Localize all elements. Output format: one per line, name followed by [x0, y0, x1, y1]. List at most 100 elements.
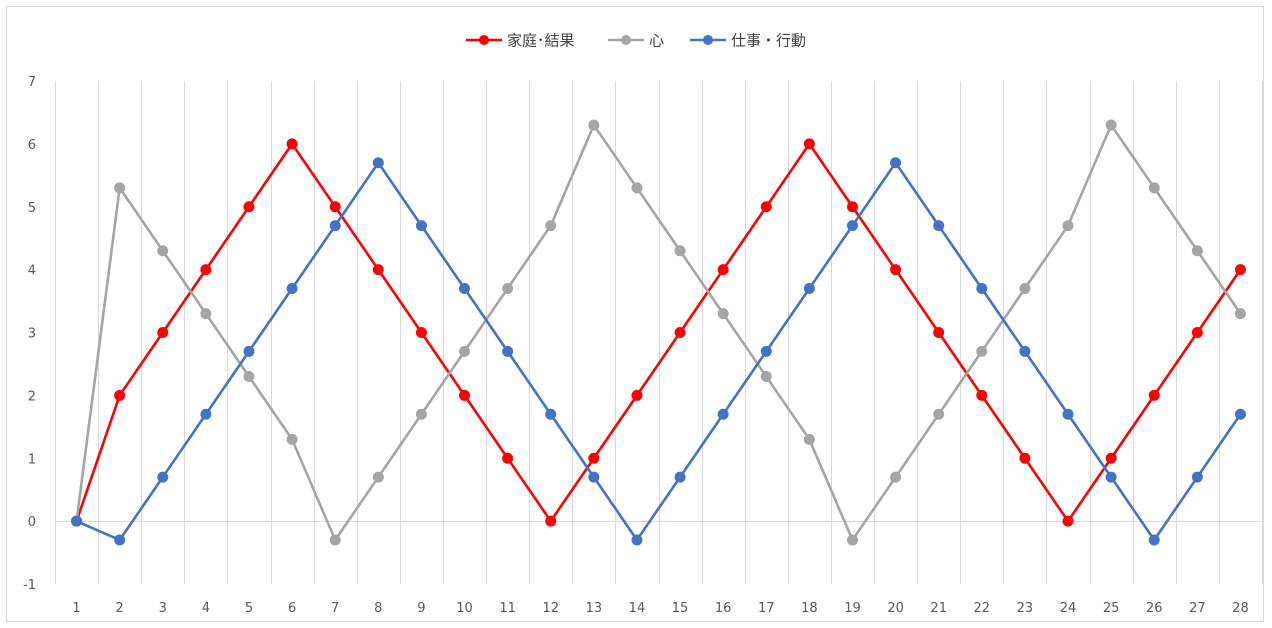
data-point-series-2 — [933, 408, 945, 420]
data-point-series-1 — [1019, 452, 1031, 464]
x-tick-label: 21 — [930, 601, 947, 616]
data-point-series-1 — [200, 264, 212, 276]
data-point-series-2 — [890, 471, 902, 483]
legend-marker-2 — [621, 35, 631, 45]
data-point-series-2 — [1105, 119, 1117, 131]
data-point-series-1 — [717, 264, 729, 276]
data-point-series-1 — [588, 452, 600, 464]
data-point-series-1 — [890, 264, 902, 276]
data-point-series-1 — [415, 327, 427, 338]
data-point-series-3 — [71, 515, 83, 527]
data-point-series-3 — [803, 282, 815, 294]
data-point-series-2 — [157, 245, 169, 257]
data-point-series-3 — [545, 408, 557, 420]
data-point-series-3 — [674, 471, 686, 483]
data-point-series-3 — [200, 408, 212, 420]
chart-frame — [6, 6, 1264, 622]
data-point-series-3 — [157, 471, 169, 483]
x-tick-label: 18 — [801, 601, 818, 616]
data-point-series-3 — [243, 345, 255, 357]
x-tick-label: 9 — [417, 601, 425, 616]
x-tick-label: 28 — [1232, 601, 1249, 616]
x-tick-label: 12 — [542, 601, 559, 616]
x-tick-label: 15 — [672, 601, 689, 616]
x-tick-label: 8 — [374, 601, 382, 616]
data-point-series-3 — [1234, 408, 1246, 420]
x-tick-label: 10 — [456, 601, 473, 616]
data-point-series-3 — [286, 282, 298, 294]
data-point-series-2 — [717, 308, 729, 320]
x-tick-label: 23 — [1017, 601, 1034, 616]
data-point-series-1 — [976, 389, 988, 401]
legend-label-3: 仕事・行動 — [731, 32, 806, 50]
data-point-series-1 — [933, 327, 945, 338]
data-point-series-1 — [1148, 389, 1160, 401]
data-point-series-3 — [502, 345, 514, 357]
data-point-series-1 — [243, 201, 255, 213]
data-point-series-2 — [286, 433, 298, 445]
x-tick-label: 13 — [586, 601, 603, 616]
data-point-series-3 — [1019, 345, 1031, 357]
legend-marker-1 — [479, 35, 489, 45]
x-tick-label: 17 — [758, 601, 775, 616]
data-point-series-2 — [631, 182, 643, 194]
data-point-series-3 — [846, 220, 858, 232]
data-point-series-3 — [717, 408, 729, 420]
data-point-series-3 — [588, 471, 600, 483]
data-point-series-3 — [114, 534, 126, 546]
data-point-series-1 — [157, 327, 169, 338]
data-point-series-1 — [545, 515, 557, 527]
data-point-series-1 — [1191, 327, 1203, 338]
data-point-series-2 — [329, 534, 341, 546]
data-point-series-1 — [114, 389, 126, 401]
x-tick-label: 20 — [887, 601, 904, 616]
data-point-series-2 — [114, 182, 126, 194]
data-point-series-3 — [372, 157, 384, 169]
data-point-series-2 — [200, 308, 212, 320]
data-point-series-2 — [674, 245, 686, 257]
data-point-series-3 — [933, 220, 945, 232]
data-point-series-1 — [372, 264, 384, 276]
data-point-series-3 — [1191, 471, 1203, 483]
data-point-series-2 — [846, 534, 858, 546]
y-tick-label: -1 — [23, 578, 36, 593]
legend-label-2: 心 — [649, 32, 664, 50]
x-tick-label: 4 — [202, 601, 210, 616]
data-point-series-1 — [1105, 452, 1117, 464]
data-point-series-3 — [329, 220, 341, 232]
x-tick-label: 16 — [715, 601, 732, 616]
data-point-series-2 — [588, 119, 600, 131]
data-point-series-2 — [502, 282, 514, 294]
legend-marker-3 — [703, 35, 713, 45]
data-point-series-1 — [1234, 264, 1246, 276]
y-tick-label: 7 — [28, 75, 36, 90]
x-tick-label: 2 — [116, 601, 124, 616]
legend-label-1: 家庭･結果 — [507, 32, 575, 50]
data-point-series-1 — [803, 138, 815, 150]
x-tick-label: 19 — [844, 601, 861, 616]
data-point-series-2 — [372, 471, 384, 483]
data-point-series-1 — [286, 138, 298, 150]
data-point-series-2 — [415, 408, 427, 420]
x-tick-label: 27 — [1189, 601, 1206, 616]
data-point-series-2 — [803, 433, 815, 445]
y-tick-label: 1 — [28, 452, 36, 467]
x-tick-label: 7 — [331, 601, 339, 616]
data-point-series-2 — [1019, 282, 1031, 294]
data-point-series-1 — [459, 389, 471, 401]
data-point-series-3 — [1105, 471, 1117, 483]
x-tick-label: 25 — [1103, 601, 1120, 616]
data-point-series-2 — [760, 371, 772, 383]
data-point-series-1 — [1062, 515, 1074, 527]
data-point-series-2 — [1234, 308, 1246, 320]
x-tick-label: 22 — [974, 601, 991, 616]
y-tick-label: 4 — [28, 264, 36, 279]
data-point-series-1 — [631, 389, 643, 401]
data-point-series-1 — [760, 201, 772, 213]
data-point-series-1 — [329, 201, 341, 213]
data-point-series-3 — [1062, 408, 1074, 420]
data-point-series-3 — [415, 220, 427, 232]
data-point-series-3 — [459, 282, 471, 294]
y-tick-label: 0 — [28, 515, 36, 530]
